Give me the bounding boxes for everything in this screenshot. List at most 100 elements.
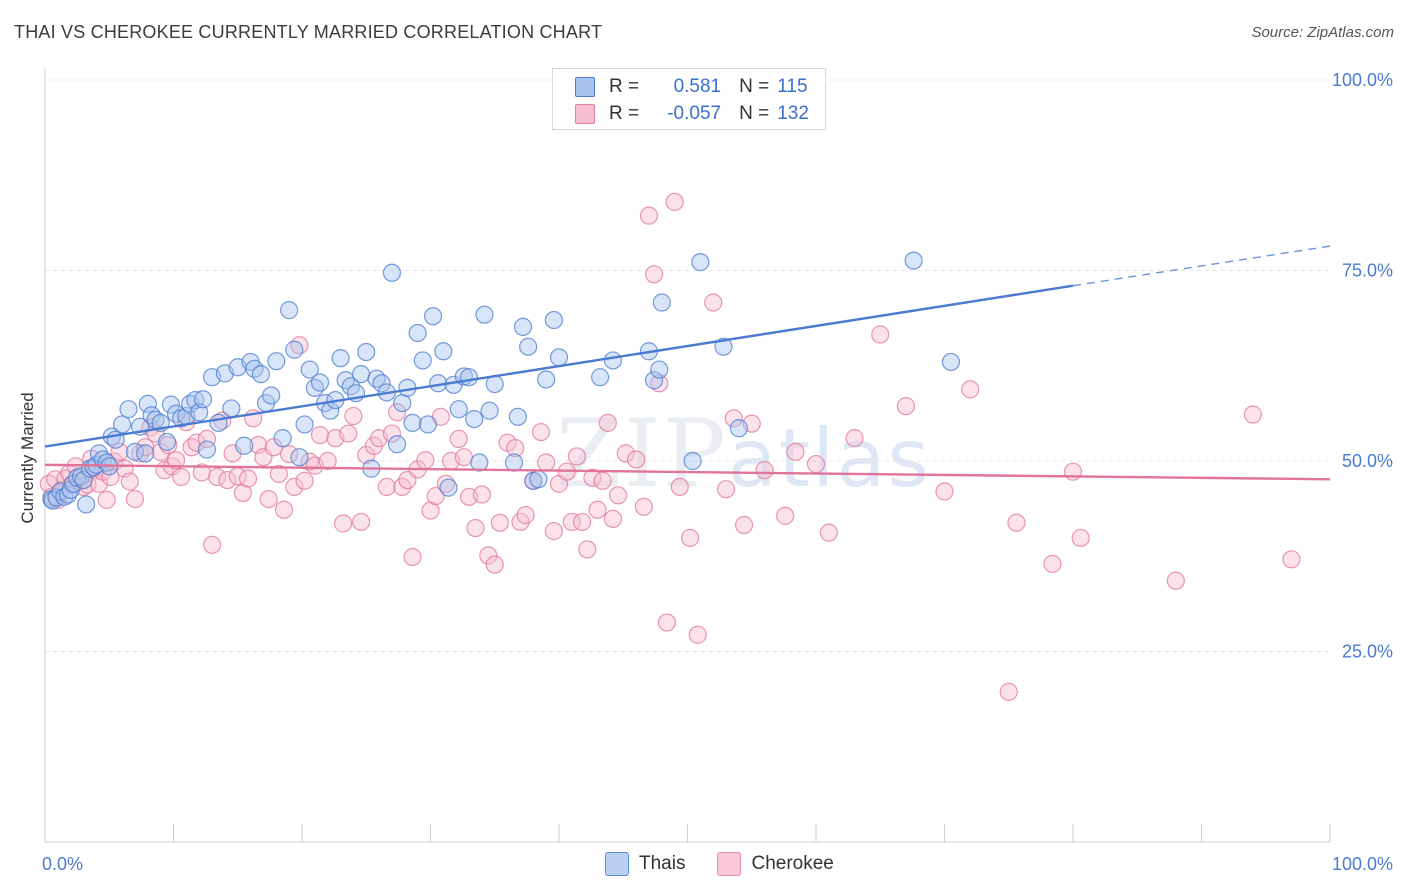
data-point xyxy=(295,415,314,434)
data-point xyxy=(119,400,138,419)
data-point xyxy=(1007,513,1026,532)
data-point xyxy=(578,540,597,559)
data-point xyxy=(138,394,157,413)
legend-n-value: 132 xyxy=(777,103,809,124)
data-point xyxy=(262,386,281,405)
legend-row-thais: R = 0.581 N = 115 xyxy=(575,75,808,99)
legend-n-label: N = xyxy=(739,76,770,97)
data-point xyxy=(531,422,551,442)
data-point xyxy=(786,442,805,461)
legend-label-thais: Thais xyxy=(639,853,686,874)
data-point xyxy=(1243,405,1263,424)
x-tick-label-min: 0.0% xyxy=(42,854,83,874)
data-point xyxy=(136,444,155,463)
data-point xyxy=(896,397,916,416)
data-point xyxy=(403,413,422,432)
data-point xyxy=(714,337,733,356)
legend-item-cherokee[interactable]: Cherokee xyxy=(717,852,834,876)
data-point xyxy=(513,317,533,336)
data-point xyxy=(344,406,363,426)
data-point xyxy=(449,429,468,449)
data-point xyxy=(603,351,623,370)
series-legend: Thais Cherokee xyxy=(605,852,866,876)
data-point xyxy=(961,380,980,399)
chart-title: THAI VS CHEROKEE CURRENTLY MARRIED CORRE… xyxy=(14,22,603,42)
data-point xyxy=(418,415,438,434)
data-point xyxy=(290,448,309,467)
data-point xyxy=(634,497,653,516)
correlation-legend: R = 0.581 N = 115 R = -0.057 N = 132 xyxy=(552,68,826,130)
data-point xyxy=(449,400,468,419)
data-point xyxy=(506,438,525,458)
data-point xyxy=(573,512,592,532)
data-point xyxy=(439,478,458,497)
data-point xyxy=(1282,550,1301,569)
data-point xyxy=(1043,554,1062,573)
data-point xyxy=(310,425,330,445)
legend-item-thais[interactable]: Thais xyxy=(605,852,685,876)
data-point xyxy=(1071,528,1090,548)
data-point xyxy=(485,555,504,574)
data-point xyxy=(208,467,227,487)
data-point xyxy=(470,453,489,472)
data-point xyxy=(537,370,556,389)
data-point xyxy=(704,293,723,312)
data-point xyxy=(357,342,376,362)
data-point xyxy=(125,490,145,509)
data-point xyxy=(480,401,499,420)
data-point xyxy=(529,470,548,489)
legend-r-label: R = xyxy=(609,76,640,97)
data-point xyxy=(416,451,435,470)
data-point xyxy=(357,445,376,465)
data-point xyxy=(1166,571,1185,590)
cherokee-points xyxy=(39,192,1301,701)
data-point xyxy=(382,263,402,282)
data-point xyxy=(616,444,635,463)
data-point xyxy=(269,464,288,484)
trend-line-thais-extension xyxy=(1072,245,1331,287)
data-point xyxy=(472,485,491,504)
data-point xyxy=(334,514,353,533)
data-point xyxy=(734,515,754,535)
data-point xyxy=(871,325,890,344)
data-point xyxy=(97,490,116,509)
data-point xyxy=(202,535,222,554)
data-point xyxy=(408,323,427,343)
x-tick-label-max: 100.0% xyxy=(1332,854,1393,874)
data-point xyxy=(567,447,587,466)
data-point xyxy=(688,625,707,644)
data-point xyxy=(387,435,407,454)
data-point xyxy=(508,407,527,426)
data-point xyxy=(626,450,646,469)
data-point xyxy=(591,368,610,387)
data-point xyxy=(729,419,749,438)
legend-r-label: R = xyxy=(609,103,640,124)
data-point xyxy=(267,352,286,371)
data-point xyxy=(285,477,304,497)
data-point xyxy=(218,470,237,490)
data-point xyxy=(609,486,628,505)
data-point xyxy=(273,429,292,448)
data-point xyxy=(603,509,623,529)
data-point xyxy=(593,471,612,490)
source-label: Source: ZipAtlas.com xyxy=(1251,24,1394,41)
data-point xyxy=(238,469,258,488)
y-tick-label: 100.0% xyxy=(1332,70,1393,90)
data-point xyxy=(537,453,556,472)
data-point xyxy=(235,436,254,455)
data-point xyxy=(504,453,524,472)
data-point xyxy=(339,424,358,443)
data-point xyxy=(459,368,479,387)
data-point xyxy=(151,442,170,461)
data-point xyxy=(161,395,181,414)
data-point xyxy=(650,374,669,393)
data-point xyxy=(77,495,96,514)
data-point xyxy=(403,547,422,567)
data-point xyxy=(197,429,217,449)
legend-row-cherokee: R = -0.057 N = 132 xyxy=(575,102,809,126)
data-point xyxy=(475,305,494,324)
data-point xyxy=(233,483,252,503)
data-point xyxy=(657,613,677,632)
legend-n-label: N = xyxy=(739,103,770,124)
